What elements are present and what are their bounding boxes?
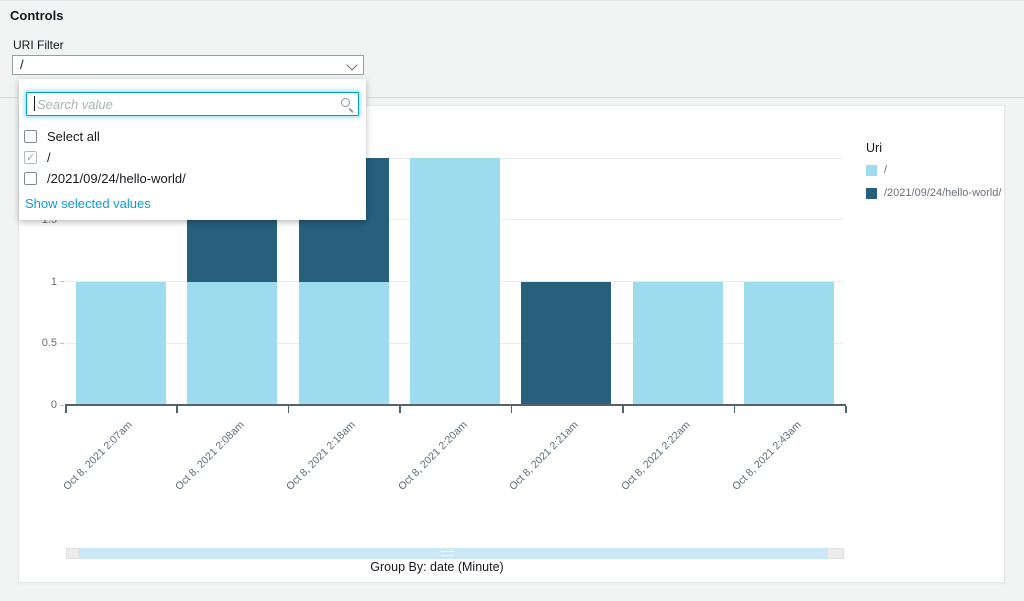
dropdown-option[interactable]: / [24, 150, 51, 165]
legend-item-label: / [884, 164, 888, 176]
x-axis-tick [622, 406, 624, 413]
select-all-label: Select all [47, 129, 100, 144]
legend-item[interactable]: / [866, 164, 887, 176]
x-tick-label: Oct 8, 2021 2:08am [172, 419, 247, 493]
legend-title: Uri [866, 141, 882, 155]
checkbox-unchecked[interactable] [24, 172, 37, 185]
x-axis-tick [510, 406, 513, 413]
x-axis-tick [176, 406, 178, 413]
dropdown-option-label: / [47, 150, 51, 165]
search-box [26, 92, 359, 116]
x-tick-label: Oct 8, 2021 2:43am [730, 419, 804, 493]
y-tick-mark [60, 404, 64, 406]
x-tick-label: Oct 8, 2021 2:20am [395, 419, 470, 493]
scrollbar-grip [441, 551, 454, 556]
uri-filter-selected-value: / [20, 57, 24, 72]
scrollbar-right-handle[interactable] [827, 548, 844, 559]
x-axis-line [65, 404, 846, 406]
legend-swatch [866, 187, 877, 199]
y-tick-mark [60, 281, 64, 282]
x-tick-label: Oct 8, 2021 2:21am [507, 419, 581, 493]
scrollbar-left-handle[interactable] [66, 548, 79, 559]
bar-segment[interactable] [75, 281, 166, 405]
show-selected-values-link[interactable]: Show selected values [25, 196, 151, 211]
y-tick-mark [60, 342, 64, 344]
x-axis-tick [65, 406, 67, 413]
uri-filter-dropdown-panel: Select all / /2021/09/24/hello-world/ Sho… [19, 79, 366, 220]
x-tick-label: Oct 8, 2021 2:22am [618, 419, 693, 493]
dropdown-option-label: /2021/09/24/hello-world/ [47, 171, 186, 186]
search-icon [341, 98, 350, 107]
bar-segment[interactable] [521, 281, 612, 405]
controls-section-title: Controls [10, 8, 64, 23]
chart-horizontal-scrollbar[interactable] [79, 548, 827, 559]
uri-filter-select[interactable]: / [12, 55, 364, 75]
checkbox-checked[interactable] [24, 151, 37, 164]
legend-swatch [866, 164, 877, 176]
select-all-checkbox[interactable] [24, 130, 37, 143]
bar-chart-card [18, 105, 1005, 583]
bar-segment[interactable] [187, 281, 278, 405]
uri-filter-label: URI Filter [13, 38, 64, 52]
search-input[interactable] [26, 92, 359, 116]
sheet-top-border [0, 0, 1024, 1]
bar-segment[interactable] [409, 158, 500, 405]
section-divider [0, 97, 1024, 98]
select-all-option[interactable]: Select all [24, 129, 100, 144]
x-axis-tick [399, 406, 401, 413]
y-tick-label: 0.5 [41, 337, 57, 350]
dropdown-option[interactable]: /2021/09/24/hello-world/ [24, 171, 186, 186]
bar-segment[interactable] [744, 281, 835, 405]
bar-segment[interactable] [298, 281, 389, 405]
x-tick-label: Oct 8, 2021 2:07am [61, 419, 136, 493]
bar-segment[interactable] [632, 281, 723, 405]
x-tick-label: Oct 8, 2021 2:18am [284, 419, 359, 493]
x-axis-tick [287, 406, 290, 413]
x-axis-tick [845, 406, 847, 413]
legend-item[interactable]: /2021/09/24/hello-world/ [866, 187, 1001, 199]
text-caret [34, 96, 35, 111]
legend-item-label: /2021/09/24/hello-world/ [884, 187, 1002, 199]
x-axis-tick [733, 406, 736, 413]
y-tick-label: 0 [50, 399, 57, 411]
y-tick-label: 1 [50, 275, 57, 288]
group-by-label: Group By: date (Minute) [370, 560, 504, 574]
